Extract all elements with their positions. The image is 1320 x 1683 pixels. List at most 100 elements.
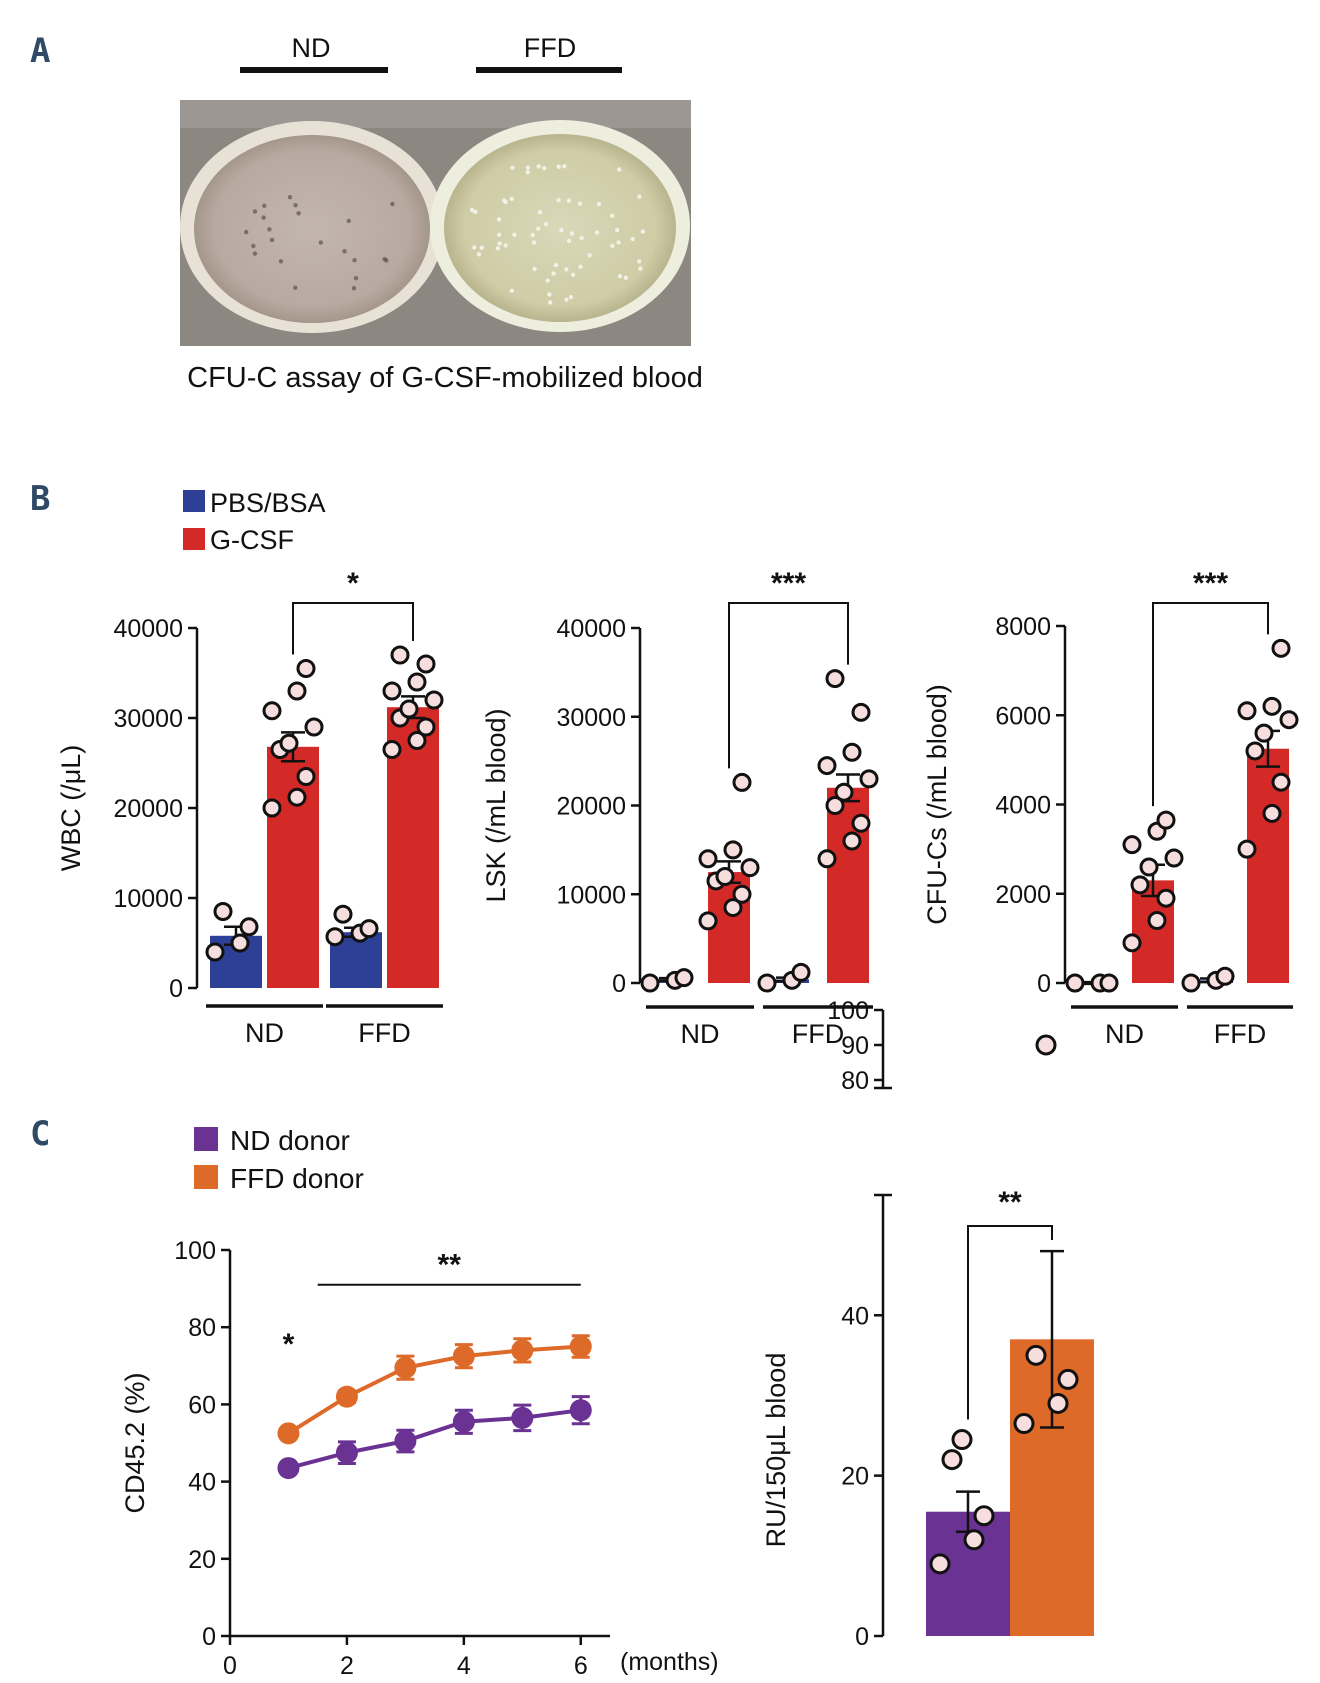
colony-dot bbox=[640, 229, 646, 234]
data-point bbox=[1057, 1368, 1079, 1390]
colony-dot bbox=[473, 209, 478, 215]
data-point bbox=[333, 904, 353, 924]
data-point bbox=[1122, 933, 1142, 953]
colony-dot bbox=[251, 243, 256, 249]
data-point bbox=[416, 717, 436, 737]
dish-left bbox=[194, 135, 430, 323]
group-label-nd: ND bbox=[245, 1018, 284, 1048]
data-point bbox=[1279, 710, 1299, 730]
significance-bracket bbox=[728, 602, 849, 769]
panel-a-group-ffd: FFD bbox=[524, 33, 576, 63]
data-point bbox=[399, 699, 419, 719]
group-label-ffd: FFD bbox=[358, 1018, 410, 1048]
colony-dot bbox=[476, 252, 482, 257]
colony-dot bbox=[469, 207, 475, 213]
data-point bbox=[407, 731, 427, 750]
significance-bracket bbox=[292, 602, 414, 655]
bar-gcsf-nd bbox=[267, 746, 319, 988]
colony-dot bbox=[569, 231, 575, 236]
data-point bbox=[279, 733, 299, 753]
data-point bbox=[335, 1441, 358, 1464]
colony-dot bbox=[577, 201, 583, 206]
data-point bbox=[791, 962, 811, 982]
data-point bbox=[834, 782, 854, 802]
data-point bbox=[569, 1399, 592, 1422]
dish-right bbox=[444, 134, 676, 322]
data-point bbox=[1099, 973, 1119, 993]
colony-dot bbox=[353, 275, 359, 281]
y-tick-label: 0 bbox=[1037, 970, 1051, 998]
y-tick-label: 20 bbox=[188, 1546, 216, 1574]
data-point bbox=[1164, 848, 1184, 868]
data-point bbox=[1035, 1034, 1057, 1056]
panel-letter-b: B bbox=[30, 479, 50, 519]
colony-dot bbox=[525, 165, 531, 170]
data-point bbox=[1271, 638, 1291, 658]
colony-dot bbox=[509, 288, 514, 294]
chart-lsk: 0 10000 20000 30000 40000 LSK (/mL blood) ND FF… bbox=[481, 567, 879, 1049]
group-label-ffd: FFD bbox=[792, 1019, 844, 1049]
colony-dot bbox=[559, 227, 564, 233]
y-tick-label: 6000 bbox=[995, 702, 1051, 730]
data-point bbox=[963, 1529, 985, 1551]
colony-dot bbox=[596, 201, 602, 207]
y-tick-label: 90 bbox=[841, 1032, 869, 1060]
data-point bbox=[698, 849, 718, 869]
colony-dot bbox=[638, 266, 643, 271]
colony-dot bbox=[547, 292, 552, 297]
data-point bbox=[757, 973, 777, 993]
legend-label-pbs: PBS/BSA bbox=[210, 488, 326, 518]
data-point bbox=[304, 717, 324, 737]
y-tick-label: 100 bbox=[827, 997, 869, 1025]
significance-label: *** bbox=[1193, 567, 1228, 600]
x-tick-label: 4 bbox=[457, 1652, 471, 1680]
y-tick-label: 30000 bbox=[556, 704, 626, 732]
data-point bbox=[287, 787, 307, 807]
data-point bbox=[452, 1345, 475, 1368]
legend-label-nd-donor: ND donor bbox=[230, 1125, 350, 1156]
data-point bbox=[407, 672, 427, 692]
colony-dot bbox=[496, 232, 502, 237]
data-point bbox=[230, 933, 250, 953]
data-point bbox=[382, 740, 402, 759]
data-point bbox=[296, 767, 316, 786]
data-point bbox=[262, 701, 282, 721]
y-axis-title: CFU-Cs (/mL blood) bbox=[922, 684, 952, 925]
data-point bbox=[640, 973, 660, 993]
colony-dot bbox=[252, 251, 258, 256]
colony-dot bbox=[496, 217, 502, 222]
data-point bbox=[732, 884, 752, 904]
x-axis-title: (months) bbox=[620, 1648, 719, 1676]
y-axis-title: CD45.2 (%) bbox=[120, 1372, 150, 1513]
colony-dot bbox=[352, 257, 357, 263]
data-point bbox=[1013, 1413, 1035, 1435]
colony-dot bbox=[551, 271, 556, 276]
colony-dot bbox=[269, 237, 275, 243]
colony-dot bbox=[564, 297, 569, 302]
group-label-ffd: FFD bbox=[1214, 1019, 1266, 1049]
colony-dot bbox=[536, 164, 541, 169]
data-point bbox=[569, 1335, 592, 1358]
data-point bbox=[859, 769, 879, 789]
data-point bbox=[817, 849, 837, 869]
data-point bbox=[1025, 1344, 1047, 1366]
significance-label: ** bbox=[438, 1249, 462, 1282]
colony-dot bbox=[390, 201, 395, 207]
data-point bbox=[1254, 723, 1274, 743]
colony-dot bbox=[262, 203, 267, 208]
y-tick-label: 80 bbox=[188, 1314, 216, 1342]
data-point bbox=[335, 1385, 358, 1408]
colony-dot bbox=[525, 169, 530, 175]
colony-dot bbox=[570, 272, 576, 278]
data-point bbox=[723, 898, 743, 918]
data-point bbox=[424, 690, 444, 710]
colony-dot bbox=[542, 165, 547, 171]
legend-b: PBS/BSA G-CSF bbox=[183, 488, 326, 555]
data-point bbox=[973, 1505, 995, 1527]
colony-dot bbox=[616, 167, 622, 172]
colony-dot bbox=[351, 286, 357, 291]
panel-a-caption: CFU-C assay of G-CSF-mobilized blood bbox=[187, 362, 703, 394]
colony-dot bbox=[537, 210, 543, 215]
legend-label-gcsf: G-CSF bbox=[210, 525, 294, 555]
